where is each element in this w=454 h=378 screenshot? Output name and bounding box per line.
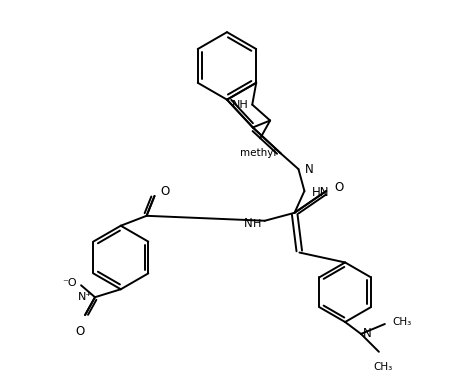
Text: H: H [252, 219, 261, 229]
Text: HN: HN [311, 186, 329, 200]
Text: O: O [334, 181, 344, 194]
Text: CH₃: CH₃ [373, 362, 392, 372]
Text: NH: NH [232, 100, 248, 110]
Text: N: N [363, 327, 372, 341]
Text: N: N [244, 217, 253, 230]
Text: N: N [305, 163, 313, 176]
Text: ⁻O: ⁻O [63, 278, 77, 288]
Text: O: O [161, 186, 170, 198]
Text: O: O [75, 325, 85, 338]
Text: methyl: methyl [240, 148, 276, 158]
Text: N⁺: N⁺ [78, 292, 92, 302]
Text: CH₃: CH₃ [393, 317, 412, 327]
